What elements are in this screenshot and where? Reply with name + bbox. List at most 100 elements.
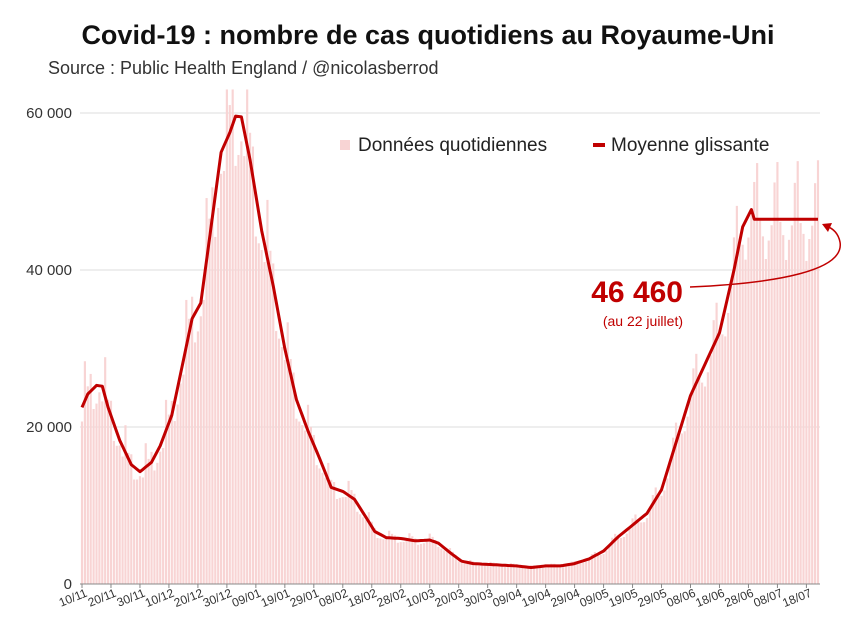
daily-bar [364, 519, 368, 584]
daily-bar [202, 299, 205, 584]
daily-bar [747, 237, 750, 585]
daily-bar [758, 220, 762, 584]
daily-bar [243, 156, 246, 584]
daily-bar [480, 565, 483, 584]
daily-bar [706, 372, 709, 584]
daily-bar [417, 544, 420, 584]
x-tick-label: 18/07 [780, 586, 813, 610]
daily-bar [483, 565, 486, 584]
daily-bar [779, 221, 782, 584]
daily-bar [248, 132, 252, 584]
daily-bar [660, 495, 663, 584]
daily-bar [701, 382, 704, 584]
daily-bar [738, 241, 741, 584]
daily-bar [727, 313, 730, 584]
daily-bar [266, 199, 269, 585]
daily-bar [666, 478, 669, 584]
daily-bar [315, 465, 318, 584]
daily-bar [106, 399, 110, 584]
daily-bar [559, 567, 562, 584]
daily-bar [234, 165, 237, 584]
daily-bar [486, 564, 489, 584]
chart-title: Covid-19 : nombre de cas quotidiens au R… [81, 20, 775, 50]
daily-bar [208, 218, 211, 584]
daily-bar [309, 426, 312, 584]
daily-bar [521, 568, 524, 584]
daily-bar [770, 225, 773, 585]
daily-bar [338, 497, 341, 584]
daily-bar [643, 522, 646, 584]
daily-bar [240, 141, 243, 585]
daily-bar [361, 517, 365, 584]
daily-bar [715, 302, 718, 584]
daily-bar [622, 537, 625, 584]
daily-bar [645, 518, 649, 584]
daily-bar [619, 537, 623, 584]
daily-bar [724, 336, 727, 584]
daily-bar [663, 490, 666, 584]
daily-bar [692, 368, 695, 584]
daily-bar [518, 567, 521, 584]
daily-bar [188, 318, 191, 584]
daily-bar [570, 561, 573, 584]
daily-bar [121, 456, 124, 584]
daily-bar [399, 542, 402, 584]
daily-bar [564, 566, 567, 584]
daily-bar [547, 566, 550, 584]
daily-bar [304, 430, 307, 584]
daily-bar [530, 565, 533, 584]
daily-bar [785, 259, 788, 584]
daily-bar [312, 434, 315, 584]
daily-bar [344, 497, 347, 584]
daily-bar [709, 355, 712, 584]
daily-bar [176, 404, 179, 584]
daily-bar [318, 468, 321, 584]
y-tick-label: 20 000 [26, 419, 72, 436]
daily-bar [698, 375, 701, 584]
daily-bar [92, 409, 95, 584]
daily-bar [628, 528, 631, 584]
daily-bar [472, 561, 475, 584]
daily-bar [222, 171, 226, 584]
annotation-arrowhead [822, 223, 832, 232]
daily-bar [527, 567, 530, 584]
daily-bar [379, 538, 382, 584]
daily-bar [524, 568, 527, 584]
daily-bar [133, 479, 136, 584]
daily-bar [196, 331, 199, 584]
daily-bar [753, 181, 756, 584]
daily-bar [802, 233, 805, 584]
moving-average-line [80, 114, 818, 569]
daily-bar [805, 260, 808, 584]
daily-bar [761, 236, 765, 584]
daily-bar [408, 533, 411, 584]
daily-bar [672, 437, 675, 584]
daily-bar [657, 493, 660, 584]
daily-bar [689, 398, 692, 584]
daily-bar [683, 431, 686, 584]
daily-bar [535, 566, 539, 584]
daily-bar [130, 454, 133, 584]
daily-bar [741, 244, 744, 584]
daily-bar [286, 322, 289, 584]
daily-bar [292, 372, 295, 584]
daily-bar [744, 259, 747, 584]
daily-bar [164, 399, 168, 584]
daily-bar [764, 258, 767, 584]
daily-bar [814, 183, 817, 584]
daily-bar [405, 540, 408, 584]
daily-bar [637, 519, 640, 584]
daily-bar [228, 105, 231, 584]
daily-bar [263, 262, 266, 584]
daily-bar [503, 566, 507, 584]
daily-bar [382, 539, 385, 584]
daily-bar [451, 551, 454, 584]
daily-bar [98, 392, 101, 584]
daily-bar [677, 431, 680, 584]
daily-bar [463, 563, 466, 584]
daily-bar [680, 433, 683, 584]
daily-bar [811, 225, 814, 584]
daily-bar [101, 401, 104, 584]
daily-bar [576, 562, 579, 584]
daily-bar [767, 240, 770, 584]
